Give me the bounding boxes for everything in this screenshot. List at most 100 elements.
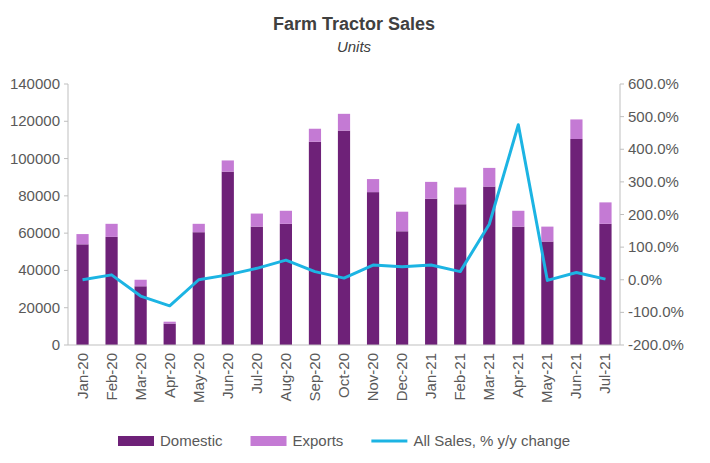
legend-label: Exports <box>293 432 344 449</box>
legend-swatch <box>371 440 407 443</box>
y-tick <box>64 307 68 308</box>
bar <box>599 202 611 223</box>
x-tick-label: Jun-21 <box>567 353 584 399</box>
bar <box>338 131 350 345</box>
bar <box>251 214 263 227</box>
x-tick-label: Jan-20 <box>74 353 91 399</box>
bar <box>193 224 205 232</box>
y-tick-label: 100000 <box>10 150 60 167</box>
y2-tick-label: 0.0% <box>628 271 662 288</box>
bar <box>454 187 466 204</box>
y2-tick-label: 600.0% <box>628 75 679 92</box>
plot <box>76 114 611 345</box>
bar <box>512 211 524 227</box>
y2-tick <box>620 116 624 117</box>
y2-tick <box>620 84 624 85</box>
y2-tick-label: -100.0% <box>628 303 684 320</box>
y2-tick <box>620 181 624 182</box>
y-tick <box>64 84 68 85</box>
y-tick-label: 120000 <box>10 112 60 129</box>
line <box>83 125 606 306</box>
y-tick <box>64 345 68 346</box>
y2-tick <box>620 345 624 346</box>
bar <box>135 280 147 287</box>
x-tick-label: Oct-20 <box>335 353 352 398</box>
y2-tick-label: 100.0% <box>628 238 679 255</box>
y2-tick <box>620 214 624 215</box>
bar <box>280 224 292 345</box>
y2-tick <box>620 312 624 313</box>
y2-tick-label: 300.0% <box>628 173 679 190</box>
bar <box>541 227 553 242</box>
bar <box>454 204 466 345</box>
x-tick-label: Apr-21 <box>509 353 526 398</box>
bar <box>396 231 408 345</box>
x-axis-line <box>68 345 620 346</box>
x-tick-label: May-21 <box>538 353 555 403</box>
x-tick-label: May-20 <box>190 353 207 403</box>
x-tick-label: Mar-20 <box>132 353 149 401</box>
bar <box>309 142 321 345</box>
y-tick <box>64 121 68 122</box>
bar <box>309 129 321 142</box>
x-tick-label: Jul-21 <box>596 353 613 394</box>
legend-label: Domestic <box>160 432 223 449</box>
y-tick-label: 20000 <box>18 299 60 316</box>
bar <box>105 224 117 237</box>
bar <box>425 199 437 345</box>
x-tick-label: Feb-21 <box>451 353 468 401</box>
bar <box>396 212 408 232</box>
y-tick <box>64 158 68 159</box>
x-tick-label: Feb-20 <box>103 353 120 401</box>
bar <box>483 168 495 187</box>
bar <box>570 139 582 345</box>
y-tick-label: 60000 <box>18 224 60 241</box>
bar <box>570 119 582 139</box>
bar <box>164 324 176 345</box>
y-tick <box>64 233 68 234</box>
bar <box>76 234 88 244</box>
y-tick-label: 40000 <box>18 261 60 278</box>
x-tick-label: Jun-20 <box>219 353 236 399</box>
y2-tick-label: 500.0% <box>628 108 679 125</box>
bar <box>105 237 117 345</box>
bar <box>512 227 524 345</box>
subtitle: Units <box>337 38 372 55</box>
x-tick-label: Sep-20 <box>306 353 323 401</box>
legend-label: All Sales, % y/y change <box>413 432 570 449</box>
bar <box>193 232 205 345</box>
x-tick-label: Mar-21 <box>480 353 497 401</box>
chart: Farm Tractor Sales Units 0 20000 40000 60000 8… <box>0 0 710 463</box>
y2-tick-label: -200.0% <box>628 336 684 353</box>
y2-tick-label: 400.0% <box>628 140 679 157</box>
legend-swatch <box>251 436 287 446</box>
x-tick-label: Jul-20 <box>248 353 265 394</box>
bar <box>222 172 234 345</box>
x-tick-label: Aug-20 <box>277 353 294 401</box>
bar <box>338 114 350 131</box>
y2-tick-label: 200.0% <box>628 206 679 223</box>
bar <box>280 211 292 224</box>
y-tick-label: 80000 <box>18 187 60 204</box>
y2-tick <box>620 149 624 150</box>
legend-swatch <box>118 436 154 446</box>
x-tick-label: Nov-20 <box>364 353 381 401</box>
x-tick-label: Dec-20 <box>393 353 410 401</box>
y-tick <box>64 195 68 196</box>
bar <box>164 322 176 324</box>
x-tick-label: Jan-21 <box>422 353 439 399</box>
bar <box>76 244 88 345</box>
y-tick-label: 0 <box>52 336 60 353</box>
y-axis-line <box>68 84 69 345</box>
bar <box>425 182 437 199</box>
y-tick-label: 140000 <box>10 75 60 92</box>
bar <box>222 160 234 171</box>
y-tick <box>64 270 68 271</box>
bar <box>367 179 379 192</box>
x-tick-label: Apr-20 <box>161 353 178 398</box>
bar <box>599 224 611 345</box>
y2-tick <box>620 247 624 248</box>
y2-tick <box>620 279 624 280</box>
bar <box>251 227 263 345</box>
title: Farm Tractor Sales <box>273 14 435 34</box>
